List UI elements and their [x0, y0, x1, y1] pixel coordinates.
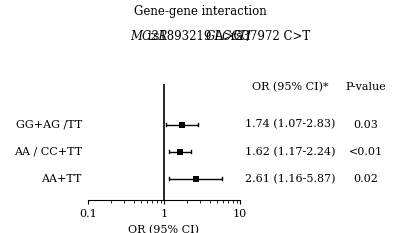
Text: 0.03: 0.03	[354, 120, 378, 130]
Text: rs1893219 A>G /: rs1893219 A>G /	[144, 30, 254, 43]
Text: 1.74 (1.07-2.83): 1.74 (1.07-2.83)	[245, 119, 335, 130]
Text: OR (95% CI)*: OR (95% CI)*	[252, 82, 328, 93]
Text: 1.62 (1.17-2.24): 1.62 (1.17-2.24)	[245, 147, 335, 157]
Text: 2.61 (1.16-5.87): 2.61 (1.16-5.87)	[245, 174, 335, 184]
Text: AA / CC+TT: AA / CC+TT	[14, 147, 82, 157]
Text: GG+AG /TT: GG+AG /TT	[16, 120, 82, 130]
Text: rs37972 C>T: rs37972 C>T	[227, 30, 310, 43]
Text: 0.02: 0.02	[354, 174, 378, 184]
Text: MC2R: MC2R	[130, 30, 167, 43]
Text: P-value: P-value	[346, 82, 386, 92]
Text: AA+TT: AA+TT	[42, 174, 82, 184]
Text: <0.01: <0.01	[349, 147, 383, 157]
Text: Gene-gene interaction: Gene-gene interaction	[134, 5, 266, 18]
X-axis label: OR (95% CI): OR (95% CI)	[128, 225, 200, 233]
Text: GLCCI1: GLCCI1	[206, 30, 253, 43]
